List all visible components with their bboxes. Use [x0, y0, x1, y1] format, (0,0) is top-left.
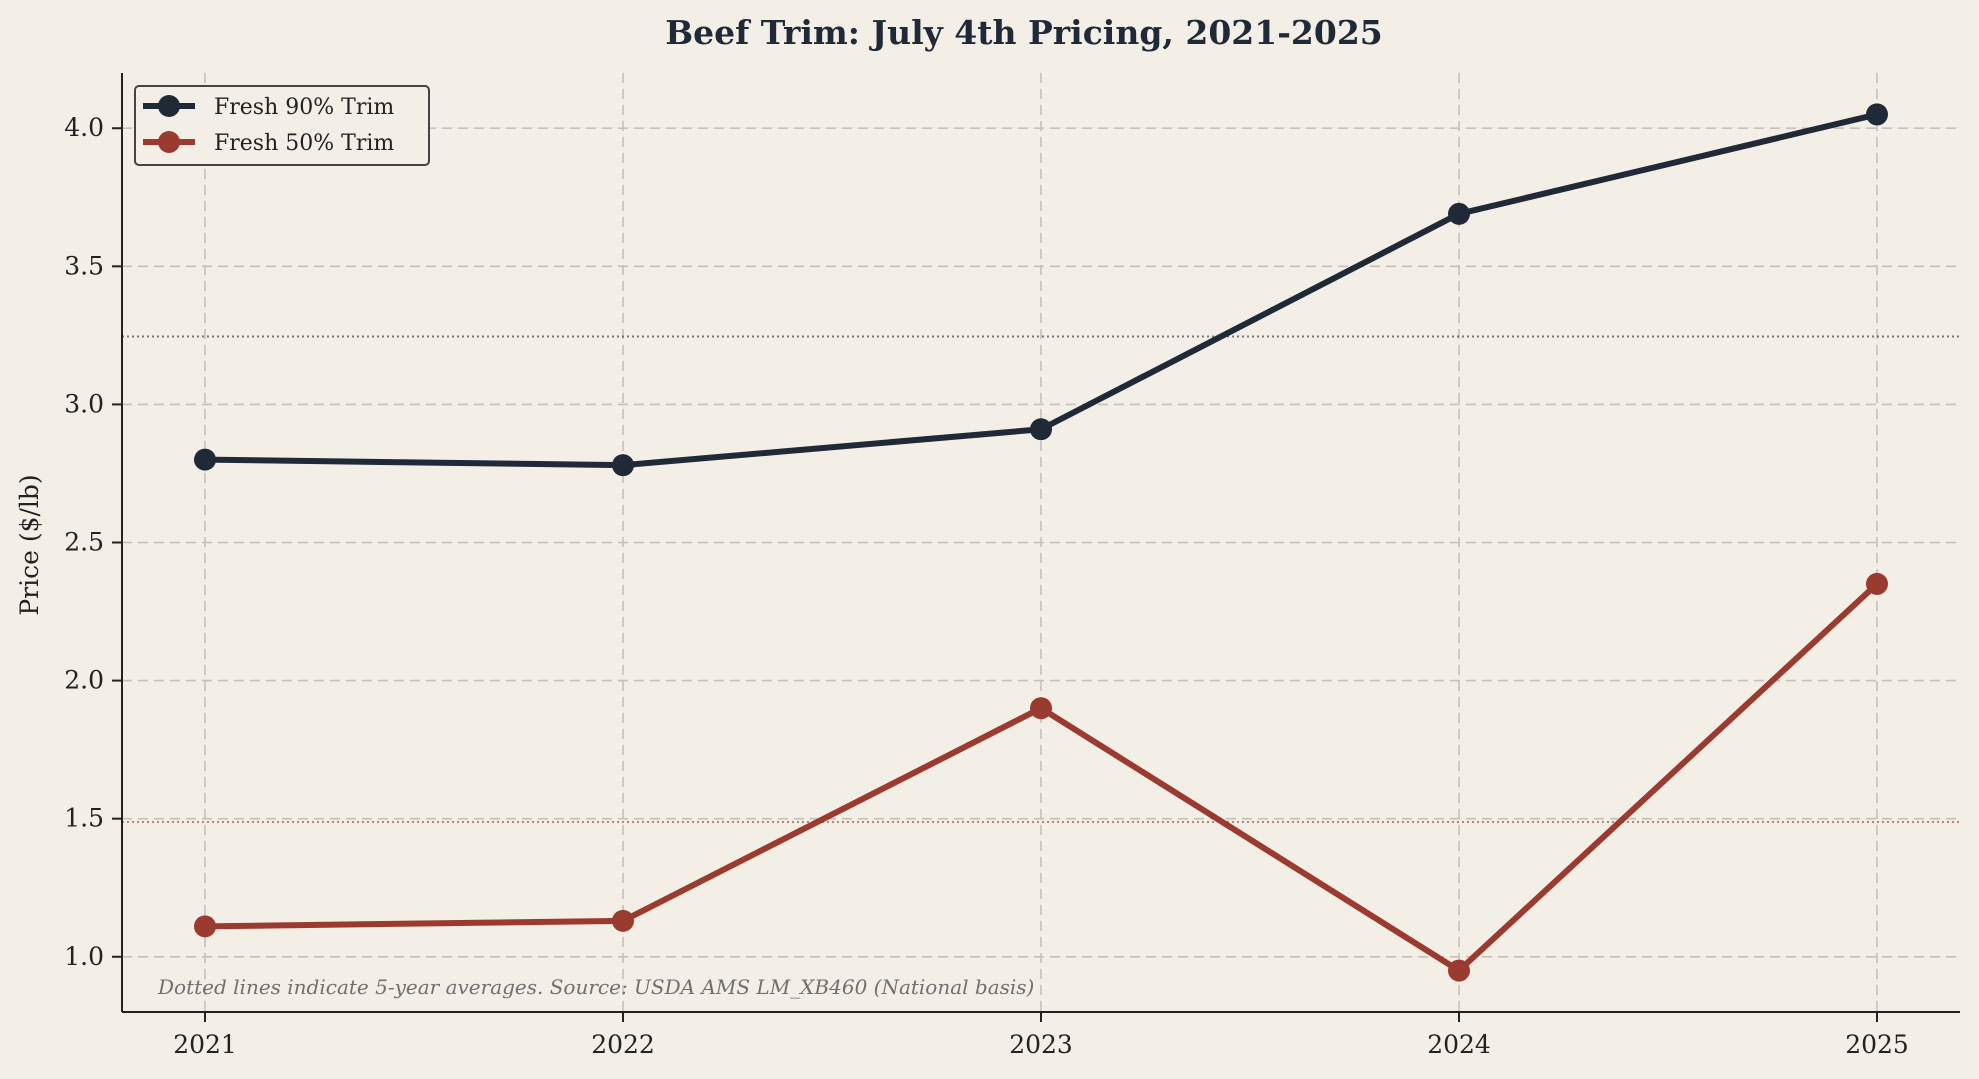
- data-point: [1866, 572, 1888, 595]
- y-tick-label: 4.0: [64, 113, 104, 142]
- x-tick-label: 2024: [1427, 1030, 1491, 1059]
- legend-label: Fresh 50% Trim: [214, 131, 394, 156]
- data-point: [612, 909, 634, 932]
- y-axis-ticks: 1.0 1.5 2.0 2.5 3.0 3.5 4.0: [64, 113, 122, 971]
- x-tick-label: 2022: [591, 1030, 655, 1059]
- x-axis-ticks: 2021 2022 2023 2024 2025: [173, 1012, 1909, 1059]
- source-note: Dotted lines indicate 5-year averages. S…: [157, 975, 1034, 999]
- legend-marker: [158, 131, 180, 153]
- data-point: [194, 448, 216, 471]
- y-tick-label: 3.0: [64, 389, 104, 418]
- legend: Fresh 90% Trim Fresh 50% Trim: [134, 85, 430, 166]
- y-tick-label: 3.5: [64, 251, 104, 280]
- y-tick-label: 2.0: [64, 666, 104, 695]
- series-1: [194, 103, 1888, 477]
- data-point: [1866, 103, 1888, 126]
- y-axis-label: Price ($/lb): [15, 474, 44, 615]
- x-tick-label: 2025: [1845, 1030, 1909, 1059]
- data-point: [194, 915, 216, 938]
- legend-box: [134, 85, 430, 166]
- series-2: [194, 572, 1888, 982]
- data-point: [1030, 697, 1052, 720]
- x-tick-label: 2021: [173, 1030, 237, 1059]
- grid-lines: [122, 73, 1960, 1012]
- y-tick-label: 1.5: [64, 804, 104, 833]
- x-tick-label: 2023: [1009, 1030, 1073, 1059]
- y-tick-label: 2.5: [64, 528, 104, 557]
- chart-title: Beef Trim: July 4th Pricing, 2021-2025: [665, 13, 1383, 52]
- legend-label: Fresh 90% Trim: [214, 95, 394, 120]
- data-point: [1030, 418, 1052, 441]
- y-tick-label: 1.0: [64, 942, 104, 971]
- series-layer: [194, 103, 1888, 982]
- data-point: [612, 454, 634, 477]
- data-point: [1448, 202, 1470, 225]
- data-point: [1448, 959, 1470, 982]
- average-lines: [122, 335, 1960, 823]
- legend-marker: [158, 95, 180, 117]
